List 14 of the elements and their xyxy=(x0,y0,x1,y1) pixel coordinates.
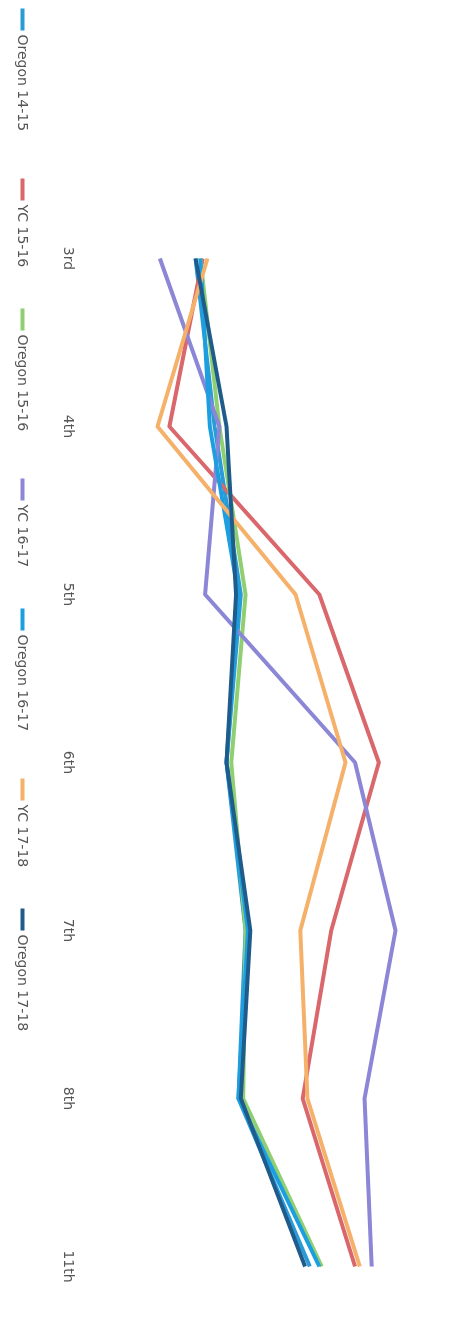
y-tick-label: 8th xyxy=(60,1086,77,1111)
legend-label: Oregon 14-15 xyxy=(14,34,31,132)
y-tick-label: 11th xyxy=(60,1250,77,1283)
y-tick-label: 3rd xyxy=(60,246,77,271)
y-tick-label: 6th xyxy=(60,750,77,775)
legend-label: YC 15-16 xyxy=(14,203,31,268)
legend-label: Oregon 17-18 xyxy=(14,934,31,1032)
y-tick-label: 4th xyxy=(60,414,77,439)
legend-label: Oregon 15-16 xyxy=(14,334,31,432)
legend-label: YC 17-18 xyxy=(14,803,31,868)
legend-label: Oregon 16-17 xyxy=(14,634,31,732)
y-tick-label: 7th xyxy=(60,918,77,943)
y-tick-label: 5th xyxy=(60,582,77,607)
legend-label: YC 16-17 xyxy=(14,503,31,568)
